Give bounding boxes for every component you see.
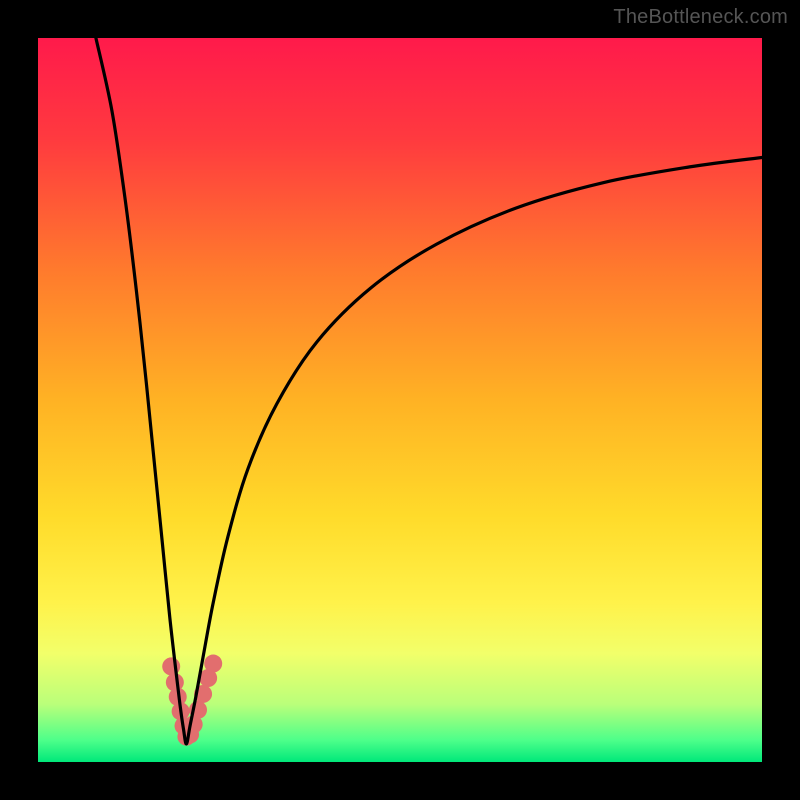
- plot-area: [38, 38, 762, 762]
- curve-layer: [38, 38, 762, 762]
- attribution-label: TheBottleneck.com: [613, 6, 788, 29]
- figure-root: TheBottleneck.com: [0, 0, 800, 800]
- markers-group: [162, 655, 222, 746]
- bottleneck-curve-path: [96, 38, 762, 744]
- marker-dot: [204, 655, 222, 673]
